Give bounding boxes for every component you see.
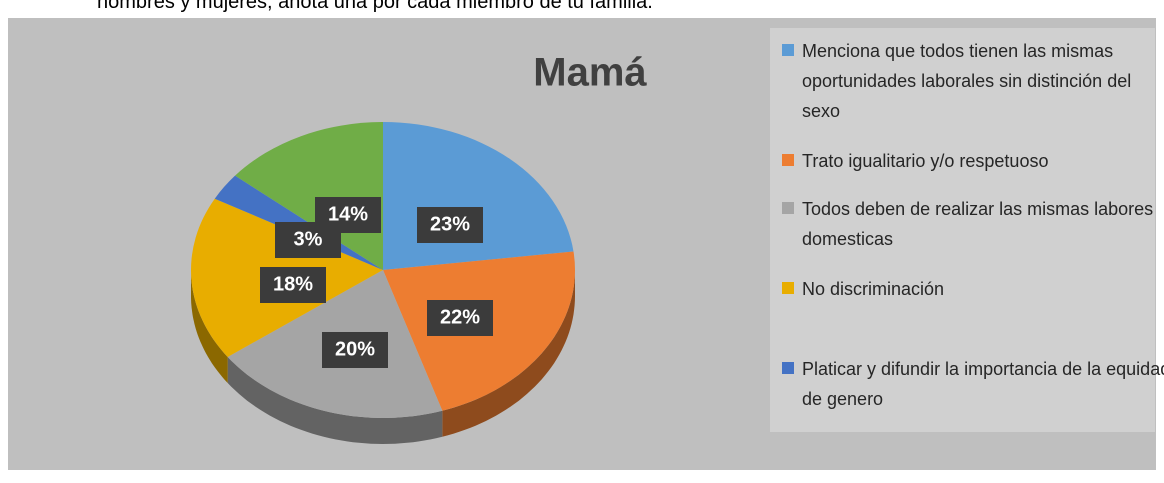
chart-title: Mamá bbox=[533, 51, 647, 95]
legend-swatch bbox=[782, 282, 794, 294]
legend-entry: Menciona que todos tienen las mismas opo… bbox=[782, 36, 1164, 126]
data-label: 22% bbox=[440, 306, 480, 328]
header-text: hombres y mujeres, anota una por cada mi… bbox=[97, 0, 653, 13]
data-label: 20% bbox=[335, 338, 375, 360]
legend-label: No discriminación bbox=[802, 279, 945, 299]
pie-side bbox=[227, 357, 443, 444]
data-label-box bbox=[427, 300, 493, 336]
legend-swatch bbox=[782, 154, 794, 166]
legend: Menciona que todos tienen las mismas opo… bbox=[770, 28, 1164, 432]
pie-slice bbox=[383, 122, 574, 270]
data-label-box bbox=[322, 332, 388, 368]
pie-side bbox=[191, 270, 228, 383]
pie-top bbox=[191, 122, 576, 418]
legend-entry: Platicar y difundir la importancia de la… bbox=[782, 354, 1164, 414]
data-label-box bbox=[260, 267, 326, 303]
legend-swatch bbox=[782, 202, 794, 214]
legend-label: Trato igualitario y/o respetuoso bbox=[802, 151, 1049, 171]
data-label: 18% bbox=[273, 273, 313, 295]
legend-label: Todos deben de realizar las mismas labor… bbox=[802, 199, 1154, 249]
legend-swatch bbox=[782, 362, 794, 374]
legend-swatch bbox=[782, 44, 794, 56]
data-label: 14% bbox=[328, 203, 368, 225]
data-label-box bbox=[315, 197, 381, 233]
legend-entry: Trato igualitario y/o respetuoso bbox=[782, 146, 1164, 176]
data-label-box bbox=[417, 207, 483, 243]
pie-sides bbox=[191, 270, 575, 444]
pie-side bbox=[442, 270, 575, 437]
legend-entry: Todos deben de realizar las mismas labor… bbox=[782, 194, 1164, 254]
data-label: 3% bbox=[294, 228, 323, 250]
data-label: 23% bbox=[430, 213, 470, 235]
legend-label: Menciona que todos tienen las mismas opo… bbox=[802, 41, 1132, 121]
legend-entry: No discriminación bbox=[782, 274, 1164, 304]
legend-label: Platicar y difundir la importancia de la… bbox=[802, 359, 1164, 409]
